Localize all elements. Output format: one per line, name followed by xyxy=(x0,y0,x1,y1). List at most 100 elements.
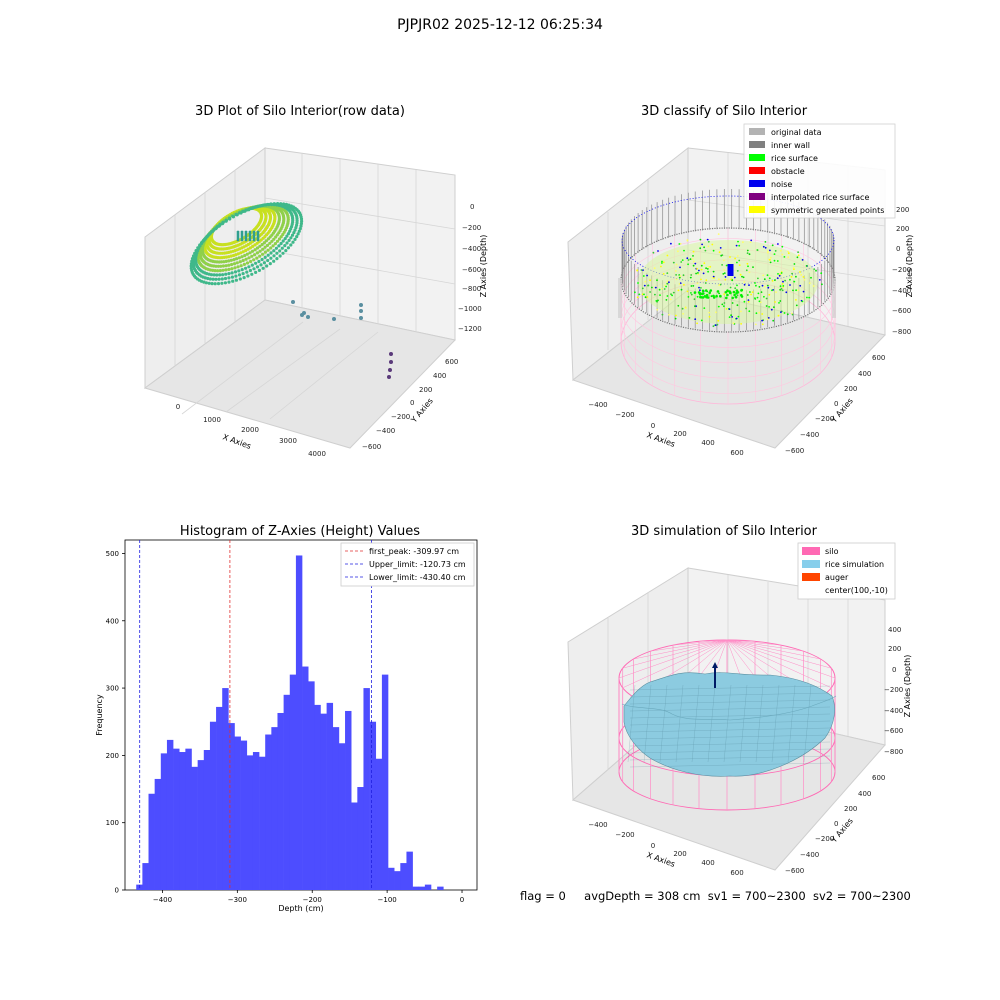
point xyxy=(675,274,677,276)
point xyxy=(282,202,286,206)
hist-legend: first_peak: -309.97 cm Upper_limit: -120.… xyxy=(340,542,475,587)
point xyxy=(223,281,227,285)
point xyxy=(677,289,680,292)
point xyxy=(731,302,734,304)
point xyxy=(661,287,663,290)
p1-ztick: −400 xyxy=(462,245,481,253)
point xyxy=(736,255,739,257)
footer-avg-depth: avgDepth = 308 cm xyxy=(584,889,701,903)
hist-bar xyxy=(166,739,174,890)
point xyxy=(724,278,727,281)
point xyxy=(634,291,636,294)
point xyxy=(669,298,672,301)
point xyxy=(275,239,280,243)
point xyxy=(696,267,698,270)
point xyxy=(229,254,233,258)
point xyxy=(233,270,238,274)
point xyxy=(252,232,256,236)
legend-label: inner wall xyxy=(771,141,810,150)
point xyxy=(789,278,791,281)
hist-bar xyxy=(185,748,192,890)
point xyxy=(237,269,241,273)
point xyxy=(288,229,292,233)
point xyxy=(209,273,214,277)
point xyxy=(774,250,777,252)
point xyxy=(687,259,690,261)
point xyxy=(275,251,279,255)
point xyxy=(666,295,669,297)
point xyxy=(638,293,641,296)
point xyxy=(263,245,267,249)
point xyxy=(253,243,257,247)
point xyxy=(256,230,260,234)
point xyxy=(229,258,233,262)
point xyxy=(227,259,231,263)
point xyxy=(762,274,765,277)
point xyxy=(725,296,728,300)
p4-ztick: −800 xyxy=(884,748,903,756)
point xyxy=(237,256,241,260)
point xyxy=(749,241,752,244)
point xyxy=(689,276,692,279)
point xyxy=(810,276,812,279)
point xyxy=(718,284,720,287)
point xyxy=(258,244,262,248)
point xyxy=(769,259,771,261)
point xyxy=(771,289,773,292)
point xyxy=(686,257,689,260)
point xyxy=(219,264,223,268)
point xyxy=(737,240,739,243)
point xyxy=(280,246,284,250)
point xyxy=(700,268,703,271)
hist-bar xyxy=(302,666,309,890)
p4-ztick: −200 xyxy=(884,686,903,694)
point xyxy=(773,253,776,256)
point xyxy=(774,301,776,303)
point xyxy=(263,250,267,254)
p1-xtick: 1000 xyxy=(203,416,221,424)
point xyxy=(719,247,722,249)
p2-legend: original data inner wall rice surface obsta… xyxy=(743,123,896,219)
p4-xtick: 600 xyxy=(730,869,743,877)
point xyxy=(261,252,265,256)
footer-sv1: sv1 = 700~2300 xyxy=(707,889,806,903)
point xyxy=(777,243,779,245)
point xyxy=(665,299,668,301)
mesh-line xyxy=(629,762,831,768)
point xyxy=(799,271,801,273)
point xyxy=(732,290,736,294)
point xyxy=(292,231,296,235)
point xyxy=(230,267,234,271)
point xyxy=(641,293,644,296)
point xyxy=(642,269,644,271)
x-tick-label: −100 xyxy=(378,896,397,904)
mesh-line xyxy=(787,684,796,763)
point xyxy=(227,280,231,284)
hist-yticks: 0 100 200 300 400 500 xyxy=(106,550,125,895)
point xyxy=(708,315,711,318)
point xyxy=(781,283,784,285)
point xyxy=(194,249,198,253)
point xyxy=(224,268,228,272)
point xyxy=(728,316,731,318)
point xyxy=(723,259,725,262)
point xyxy=(765,305,768,307)
point xyxy=(256,234,260,238)
p4-ylabel: Y Axies xyxy=(829,816,855,845)
point xyxy=(711,243,714,246)
point xyxy=(211,277,215,281)
footer-sv2: sv2 = 700~2300 xyxy=(812,889,911,903)
p4-xtick: −200 xyxy=(615,831,634,839)
point xyxy=(207,281,211,285)
point xyxy=(686,239,689,242)
hist-bar xyxy=(160,753,168,890)
point xyxy=(707,245,710,248)
point xyxy=(268,262,272,266)
figure-title: PJPJR02 2025-12-12 06:25:34 xyxy=(397,17,603,33)
point xyxy=(285,234,289,238)
point xyxy=(651,286,653,289)
point xyxy=(694,262,697,265)
point xyxy=(299,222,303,226)
hist-vlines xyxy=(139,540,373,890)
point xyxy=(263,255,267,259)
